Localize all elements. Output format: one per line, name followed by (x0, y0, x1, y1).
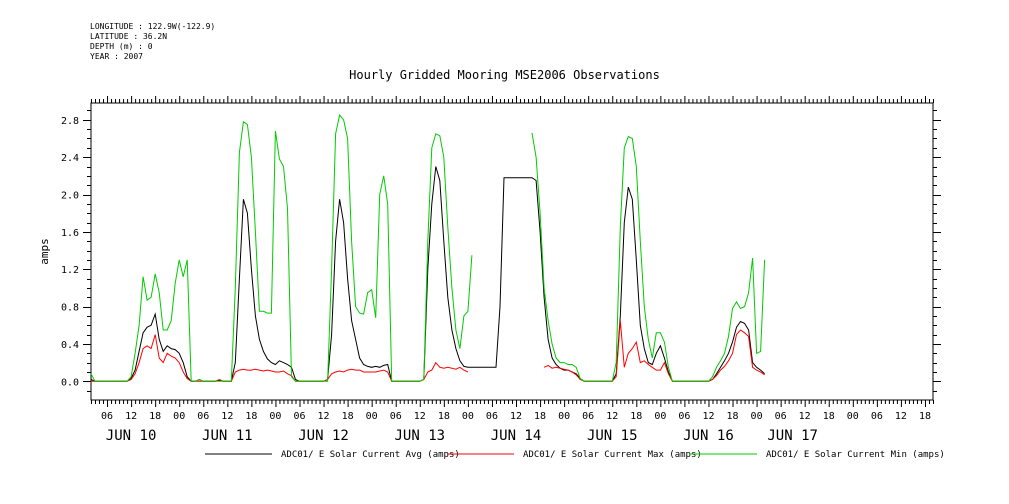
series-avg (90, 166, 765, 382)
x-hour-label: 18 (823, 411, 835, 422)
x-hour-label: 12 (318, 411, 330, 422)
x-hour-label: 00 (269, 411, 281, 422)
series-min (90, 114, 766, 382)
x-hour-label: 00 (558, 411, 570, 422)
x-hour-label: 18 (534, 411, 546, 422)
legend-entry: ADC01/ E Solar Current Min (amps) (766, 450, 945, 460)
x-date-label: JUN 14 (491, 428, 542, 444)
x-date-label: JUN 15 (587, 428, 638, 444)
x-hour-label: 00 (173, 411, 185, 422)
plot-frame (90, 102, 934, 401)
y-tick-label: 2.0 (61, 191, 79, 202)
y-tick-label: 0.0 (61, 377, 79, 388)
x-hour-label: 06 (582, 411, 594, 422)
y-tick-label: 2.8 (61, 116, 79, 127)
x-hour-label: 12 (799, 411, 811, 422)
x-hour-label: 06 (775, 411, 787, 422)
x-hour-label: 00 (751, 411, 763, 422)
depth-text: DEPTH (m) : 0 (90, 42, 153, 51)
y-tick-label: 2.4 (61, 153, 79, 164)
series-line-segment (90, 114, 473, 382)
x-hour-label: 18 (438, 411, 450, 422)
x-date-label: JUN 16 (683, 428, 734, 444)
y-tick-label: 1.6 (61, 228, 79, 239)
x-hour-label: 06 (390, 411, 402, 422)
x-hour-label: 18 (630, 411, 642, 422)
x-hour-label: 00 (654, 411, 666, 422)
x-hour-label: 12 (895, 411, 907, 422)
x-hour-label: 18 (149, 411, 161, 422)
x-hour-label: 06 (678, 411, 690, 422)
x-hour-label: 18 (245, 411, 257, 422)
x-hour-label: 06 (293, 411, 305, 422)
y-tick-label: 1.2 (61, 265, 79, 276)
x-hour-label: 12 (606, 411, 618, 422)
x-hour-label: 12 (221, 411, 233, 422)
x-date-label: JUN 13 (394, 428, 445, 444)
latitude-text: LATITUDE : 36.2N (90, 32, 168, 41)
mooring-metadata: LONGITUDE : 122.9W(-122.9) LATITUDE : 36… (90, 22, 215, 62)
series-line-segment (91, 334, 469, 382)
x-hour-label: 00 (462, 411, 474, 422)
x-hour-label: 06 (197, 411, 209, 422)
x-hour-label: 12 (125, 411, 137, 422)
x-hour-label: 00 (847, 411, 859, 422)
chart-title: Hourly Gridded Mooring MSE2006 Observati… (349, 68, 660, 82)
x-hour-label: 18 (919, 411, 931, 422)
x-hour-label: 12 (414, 411, 426, 422)
year-text: YEAR : 2007 (90, 52, 143, 61)
x-hour-label: 06 (486, 411, 498, 422)
x-hour-label: 18 (342, 411, 354, 422)
series-line-segment (90, 166, 765, 382)
legend-entry: ADC01/ E Solar Current Avg (amps) (281, 450, 460, 460)
x-hour-label: 12 (702, 411, 714, 422)
x-hour-label: 06 (871, 411, 883, 422)
longitude-text: LONGITUDE : 122.9W(-122.9) (90, 22, 216, 31)
y-axis-label: amps (38, 238, 51, 265)
x-date-label: JUN 11 (202, 428, 253, 444)
y-tick-label: 0.8 (61, 303, 79, 314)
legend-entry: ADC01/ E Solar Current Max (amps) (523, 450, 702, 460)
series-line-segment (543, 320, 765, 382)
x-date-label: JUN 17 (767, 428, 818, 444)
series-max (91, 320, 765, 382)
x-hour-label: 12 (510, 411, 522, 422)
series-line-segment (531, 132, 766, 382)
y-tick-label: 0.4 (61, 340, 79, 351)
x-hour-label: 06 (101, 411, 113, 422)
x-hour-label: 00 (366, 411, 378, 422)
x-date-label: JUN 12 (298, 428, 349, 444)
x-date-label: JUN 10 (106, 428, 157, 444)
x-hour-label: 18 (727, 411, 739, 422)
